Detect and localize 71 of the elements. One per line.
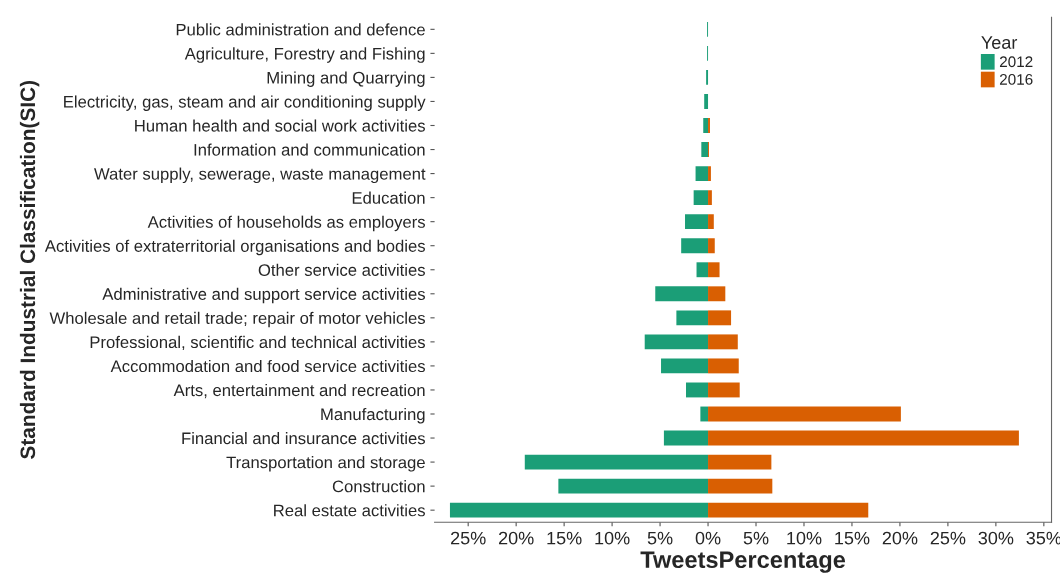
bar [696,262,709,278]
y-tick-label: Mining and Quarrying [267,71,425,87]
bar [701,142,709,157]
x-tick-label: 15% [835,531,870,545]
x-tick-label: 25% [451,531,486,545]
bar [703,118,709,133]
y-tick-label: Electricity, gas, steam and air conditioning supply [64,95,426,111]
bar [708,334,738,350]
y-tick-label: Activities of households as employers [147,215,425,232]
bar [676,310,709,326]
bar [695,166,709,182]
y-tick-label: Other service activities [258,263,425,276]
y-tick-label: Water supply, sewerage, waste management [94,167,426,184]
bar [708,310,732,326]
y-tick-label: Accommodation and food service activities [110,359,425,373]
bar [681,238,709,254]
y-tick-label: Agriculture, Forestry and Fishing [184,47,425,63]
bar [708,166,711,182]
bar [708,262,720,278]
x-tick-label: 10% [595,531,630,545]
y-tick-label: Wholesale and retail trade; repair of motor vehicles [49,311,425,328]
x-tick-label: 30% [978,531,1014,545]
x-tick-label: 20% [882,531,918,545]
legend-title: Year [981,36,1018,49]
y-tick-label: Professional, scientific and technical activities [90,335,425,351]
bar [708,430,1019,446]
legend-label: 2016 [999,74,1033,85]
bar [708,454,772,470]
bar [708,478,773,494]
bar [644,334,709,350]
bar [449,502,709,518]
x-tick-label: 15% [547,531,582,545]
y-tick-label: Financial and insurance activities [182,432,425,445]
x-tick-label: 25% [930,531,966,545]
y-tick-label: Manufacturing [321,407,425,424]
bar [700,406,709,422]
bar [708,214,714,230]
y-tick-label: Administrative and support service activities [102,287,425,304]
x-tick-label: 5% [743,531,769,545]
y-tick-label: Arts, entertainment and recreation [173,383,425,399]
bar [704,94,709,109]
x-axis-title: TweetsPercentage [640,551,846,573]
y-tick-label: Real estate activities [274,504,425,517]
bar [708,190,712,206]
bar [661,358,709,374]
x-tick-label: 0% [695,531,721,545]
bar [708,286,726,302]
legend-label: 2012 [999,56,1033,68]
bar [708,238,715,254]
bar [685,382,709,398]
y-tick-label: Education [352,191,425,204]
bar [693,190,709,206]
bar [708,358,739,374]
y-tick-label: Information and communication [194,143,425,156]
bar [663,430,709,446]
y-tick-label: Transportation and storage [226,456,425,472]
y-tick-label: Public administration and defence [176,23,425,36]
y-tick-label: Activities of extraterritorial organisations and bodies [44,239,425,256]
x-tick-label: 20% [498,531,534,545]
bar [708,406,901,422]
bar [524,454,709,470]
bar [708,382,740,398]
y-tick-label: Construction [332,480,425,493]
bar [685,214,709,230]
x-tick-label: 5% [647,531,673,545]
y-axis-title: Standard Industrial Classification(SIC) [19,80,40,459]
x-tick-label: 10% [787,531,822,545]
y-tick-label: Human health and social work activities [135,119,425,132]
bar [655,286,709,302]
bar [558,478,709,494]
bar [708,502,869,518]
